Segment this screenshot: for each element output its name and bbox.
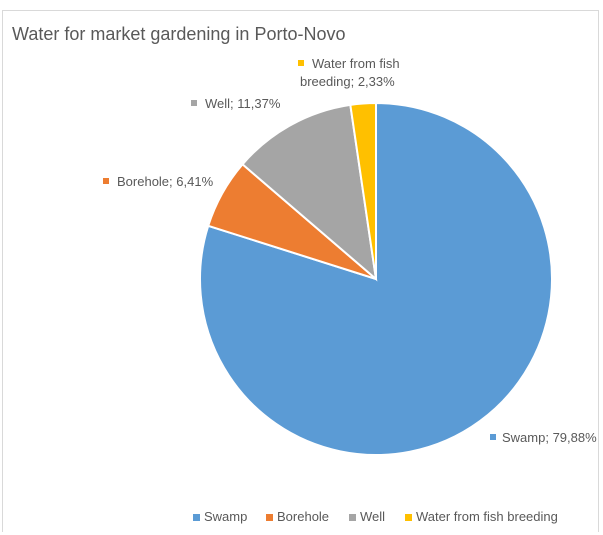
legend-item-swamp: Swamp <box>193 509 247 524</box>
legend-swatch <box>266 514 273 521</box>
legend-label: Swamp <box>204 509 247 524</box>
legend-swatch <box>193 514 200 521</box>
legend-item-fish-breeding: Water from fish breeding <box>405 509 558 524</box>
data-label-text-line2: breeding; 2,33% <box>300 74 395 89</box>
data-label-text-line1: Water from fish <box>312 56 400 71</box>
data-label-key <box>103 178 109 184</box>
legend-item-well: Well <box>349 509 385 524</box>
data-label-swamp: Swamp; 79,88% <box>490 430 597 445</box>
legend: Swamp Borehole Well Water from fish bree… <box>193 509 558 524</box>
legend-swatch <box>405 514 412 521</box>
data-label-key <box>191 100 197 106</box>
data-label-fish-breeding: Water from fish breeding; 2,33% <box>298 56 400 89</box>
pie-slice-well <box>241 103 378 282</box>
data-label-borehole: Borehole; 6,41% <box>103 174 214 189</box>
chart-title: Water for market gardening in Porto-Novo <box>12 24 346 44</box>
chart-frame <box>2 10 599 532</box>
data-label-text: Borehole; 6,41% <box>117 174 214 189</box>
data-label-key <box>298 60 304 66</box>
legend-label: Well <box>360 509 385 524</box>
data-label-text: Well; 11,37% <box>205 96 281 111</box>
legend-swatch <box>349 514 356 521</box>
data-label-text: Swamp; 79,88% <box>502 430 597 445</box>
pie-slice-water-from-fish-breeding <box>349 101 377 280</box>
data-label-key <box>490 434 496 440</box>
legend-label: Borehole <box>277 509 329 524</box>
data-label-well: Well; 11,37% <box>191 96 281 111</box>
legend-item-borehole: Borehole <box>266 509 329 524</box>
legend-label: Water from fish breeding <box>416 509 558 524</box>
